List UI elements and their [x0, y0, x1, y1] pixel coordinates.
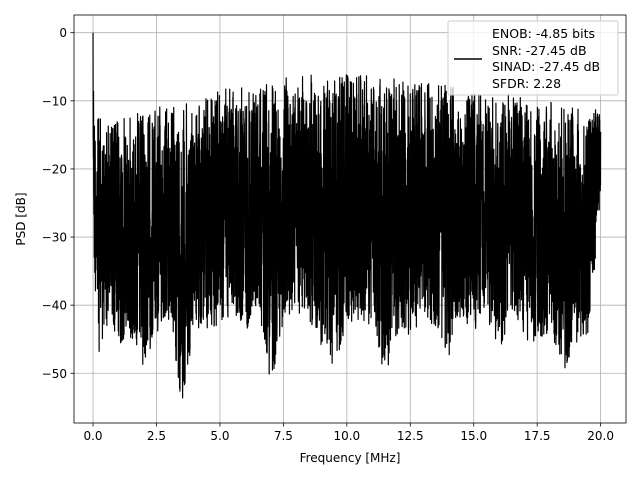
x-tick-label: 20.0 — [587, 429, 614, 443]
x-axis: 0.0 2.5 5.0 7.5 10.0 12.5 15.0 17.5 20.0 — [83, 423, 614, 443]
y-axis-label: PSD [dB] — [14, 192, 28, 245]
y-tick-label: −50 — [42, 367, 67, 381]
x-tick-label: 10.0 — [333, 429, 360, 443]
legend-entry-snr: SNR: -27.45 dB — [492, 43, 587, 58]
x-tick-label: 15.0 — [460, 429, 487, 443]
y-tick-label: −40 — [42, 299, 67, 313]
x-tick-label: 0.0 — [83, 429, 102, 443]
x-axis-label: Frequency [MHz] — [300, 451, 401, 465]
legend-entry-enob: ENOB: -4.85 bits — [492, 26, 595, 41]
legend-box — [447, 20, 619, 96]
y-tick-label: 0 — [59, 26, 67, 40]
legend: ENOB: -4.85 bits SNR: -27.45 dB SINAD: -… — [447, 20, 619, 96]
psd-series-line — [92, 32, 602, 399]
y-tick-label: −10 — [42, 94, 67, 108]
x-tick-label: 5.0 — [210, 429, 229, 443]
legend-entry-sfdr: SFDR: 2.28 — [492, 76, 561, 91]
y-tick-label: −30 — [42, 231, 67, 245]
legend-entry-sinad: SINAD: -27.45 dB — [492, 59, 600, 74]
axes-frame — [73, 14, 627, 424]
x-tick-label: 2.5 — [147, 429, 166, 443]
plot-area — [92, 32, 602, 399]
x-tick-label: 17.5 — [524, 429, 551, 443]
x-tick-label: 7.5 — [274, 429, 293, 443]
y-tick-label: −20 — [42, 162, 67, 176]
y-axis: 0 −10 −20 −30 −40 −50 — [42, 26, 74, 381]
x-tick-label: 12.5 — [397, 429, 424, 443]
